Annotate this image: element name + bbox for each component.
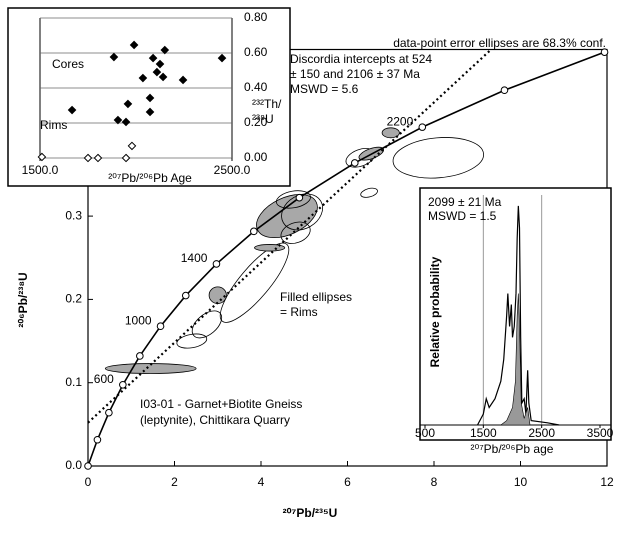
x-tick-label: 6 bbox=[344, 475, 351, 489]
data-point bbox=[145, 93, 155, 103]
error-ellipse bbox=[275, 190, 311, 209]
y-axis-title: ²⁰⁶Pb/²³⁸U bbox=[16, 272, 30, 327]
concordia-age-point bbox=[93, 435, 102, 444]
data-point bbox=[127, 141, 137, 151]
data-point bbox=[158, 72, 168, 82]
error-ellipse bbox=[176, 333, 208, 349]
x-tick-label: 10 bbox=[514, 475, 528, 489]
error-ellipse bbox=[280, 221, 311, 244]
x-tick-label: 12 bbox=[600, 475, 614, 489]
y-tick-label: 0.1 bbox=[65, 375, 82, 389]
discordia-line bbox=[87, 49, 491, 424]
x-tick-label: 2500 bbox=[528, 426, 555, 440]
age-label: 1400 bbox=[181, 251, 208, 265]
annotation: = Rims bbox=[280, 305, 318, 319]
y-axis-title: ²³⁸U bbox=[252, 112, 274, 126]
annotation: Filled ellipses bbox=[280, 290, 352, 304]
x-tick-label: 8 bbox=[431, 475, 438, 489]
annotation: ± 150 and 2106 ± 37 Ma bbox=[290, 67, 420, 81]
annotation: (leptynite), Chittikara Quarry bbox=[140, 413, 290, 427]
data-point bbox=[155, 59, 165, 69]
data-point bbox=[160, 45, 170, 55]
data-point bbox=[67, 105, 77, 115]
data-point bbox=[37, 152, 47, 162]
error-ellipse bbox=[208, 286, 227, 304]
annotation: I03-01 - Garnet+Biotite Gneiss bbox=[140, 397, 302, 411]
y-tick-label: 0.00 bbox=[244, 150, 268, 164]
error-ellipse bbox=[381, 127, 400, 139]
x-tick-label: 4 bbox=[258, 475, 265, 489]
data-point bbox=[113, 115, 123, 125]
x-tick-label: 2500.0 bbox=[214, 163, 251, 177]
annotation: 2099 ± 21 Ma bbox=[428, 195, 502, 209]
data-point bbox=[83, 153, 93, 163]
data-point bbox=[123, 99, 133, 109]
data-point bbox=[217, 53, 227, 63]
annotation: Discordia intercepts at 524 bbox=[290, 52, 432, 66]
data-point bbox=[152, 67, 162, 77]
series-label: Rims bbox=[40, 118, 67, 132]
y-tick-label: 0.40 bbox=[244, 80, 268, 94]
data-point bbox=[129, 40, 139, 50]
y-tick-label: 0.60 bbox=[244, 45, 268, 59]
x-tick-label: 0 bbox=[85, 475, 92, 489]
age-label: 1000 bbox=[125, 313, 152, 327]
x-tick-label: 1500.0 bbox=[22, 163, 59, 177]
x-tick-label: 1500 bbox=[470, 426, 497, 440]
y-tick-label: 0.0 bbox=[65, 458, 82, 472]
concordia-age-point bbox=[295, 193, 304, 202]
y-axis-title: ²³²Th/ bbox=[252, 97, 282, 111]
concordia-age-point bbox=[212, 260, 221, 268]
data-point bbox=[178, 75, 188, 85]
probability-curve bbox=[476, 205, 560, 426]
concordia-age-point bbox=[105, 408, 113, 417]
data-point bbox=[148, 53, 158, 63]
data-point bbox=[121, 153, 131, 163]
error-ellipse bbox=[254, 244, 286, 252]
annotation: MSWD = 1.5 bbox=[428, 209, 497, 223]
data-point bbox=[93, 153, 103, 163]
x-axis-title: ²⁰⁷Pb/²³⁵U bbox=[283, 506, 338, 520]
annotation: data-point error ellipses are 68.3% conf… bbox=[393, 36, 606, 50]
concordia-age-point bbox=[350, 159, 359, 167]
age-label: 600 bbox=[94, 372, 114, 386]
data-point bbox=[145, 107, 155, 117]
concordia-age-point bbox=[600, 48, 609, 56]
series-label: Cores bbox=[52, 57, 84, 71]
age-label: 2200 bbox=[387, 114, 414, 128]
y-tick-label: 0.3 bbox=[65, 208, 82, 222]
concordia-curve bbox=[87, 51, 605, 467]
filled-probability-curve bbox=[499, 293, 531, 426]
concordia-age-point bbox=[119, 380, 127, 389]
error-ellipse bbox=[360, 187, 378, 198]
concordia-age-point bbox=[500, 86, 509, 95]
x-tick-label: 3500 bbox=[587, 426, 614, 440]
concordia-age-point bbox=[156, 322, 165, 331]
x-axis-title: ²⁰⁷Pb/²⁰⁶Pb Age bbox=[108, 171, 192, 185]
concordia-age-point bbox=[181, 291, 190, 300]
data-point bbox=[138, 73, 148, 83]
annotation: MSWD = 5.6 bbox=[290, 82, 359, 96]
y-tick-label: 0.2 bbox=[65, 292, 82, 306]
concordia-age-point bbox=[136, 352, 144, 360]
x-tick-label: 500 bbox=[415, 426, 435, 440]
concordia-age-point bbox=[250, 227, 258, 236]
concordia-age-point bbox=[418, 123, 427, 131]
y-axis-title: Relative probability bbox=[428, 256, 442, 367]
error-ellipse bbox=[219, 242, 290, 323]
x-axis-title: ²⁰⁷Pb/²⁰⁶Pb age bbox=[471, 442, 554, 456]
data-point bbox=[121, 117, 131, 127]
y-tick-label: 0.80 bbox=[244, 10, 268, 24]
y-tick-label: 0.20 bbox=[244, 115, 268, 129]
error-ellipse bbox=[281, 193, 323, 231]
concordia-age-point bbox=[84, 462, 92, 470]
error-ellipse bbox=[392, 137, 484, 179]
data-point bbox=[109, 52, 119, 62]
x-tick-label: 2 bbox=[171, 475, 178, 489]
